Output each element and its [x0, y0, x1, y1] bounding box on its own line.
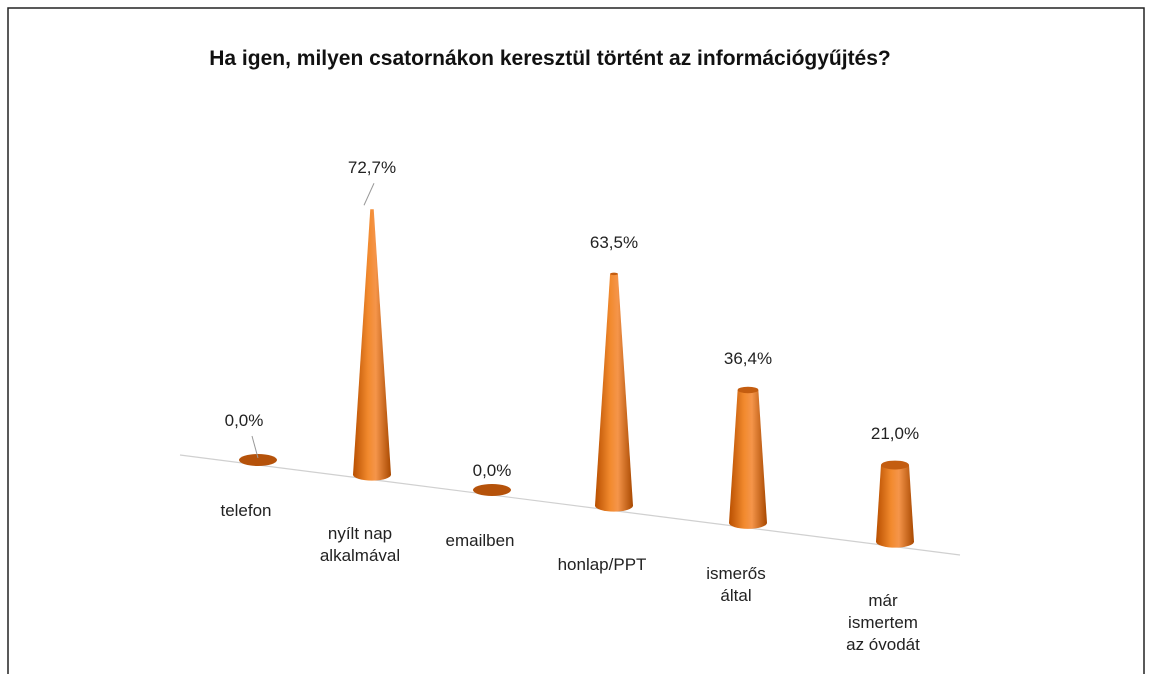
x-tick-label: nyílt nap alkalmával [314, 523, 406, 567]
chart-title: Ha igen, milyen csatornákon keresztül tö… [200, 40, 900, 78]
x-tick-label: ismerős által [690, 563, 782, 607]
cone-top [738, 387, 759, 394]
x-tick-label: telefon [200, 500, 292, 522]
cone [595, 274, 633, 512]
value-label: 0,0% [452, 460, 532, 482]
value-label: 36,4% [708, 348, 788, 370]
value-label: 72,7% [332, 157, 412, 179]
cone [353, 209, 391, 480]
value-label: 63,5% [574, 232, 654, 254]
cone-top [881, 461, 909, 470]
floor-line [180, 455, 960, 555]
x-tick-label: emailben [434, 530, 526, 552]
x-tick-label: már ismertem az óvodát [837, 590, 929, 656]
leader-line [364, 183, 374, 205]
x-tick-label: honlap/PPT [556, 554, 648, 576]
value-label: 21,0% [855, 423, 935, 445]
cone-top [610, 273, 618, 275]
cone [729, 390, 767, 529]
page: Ha igen, milyen csatornákon keresztül tö… [0, 0, 1152, 674]
cone-disk [239, 454, 277, 466]
cone [876, 465, 914, 548]
cone-disk [473, 484, 511, 496]
value-label: 0,0% [204, 410, 284, 432]
